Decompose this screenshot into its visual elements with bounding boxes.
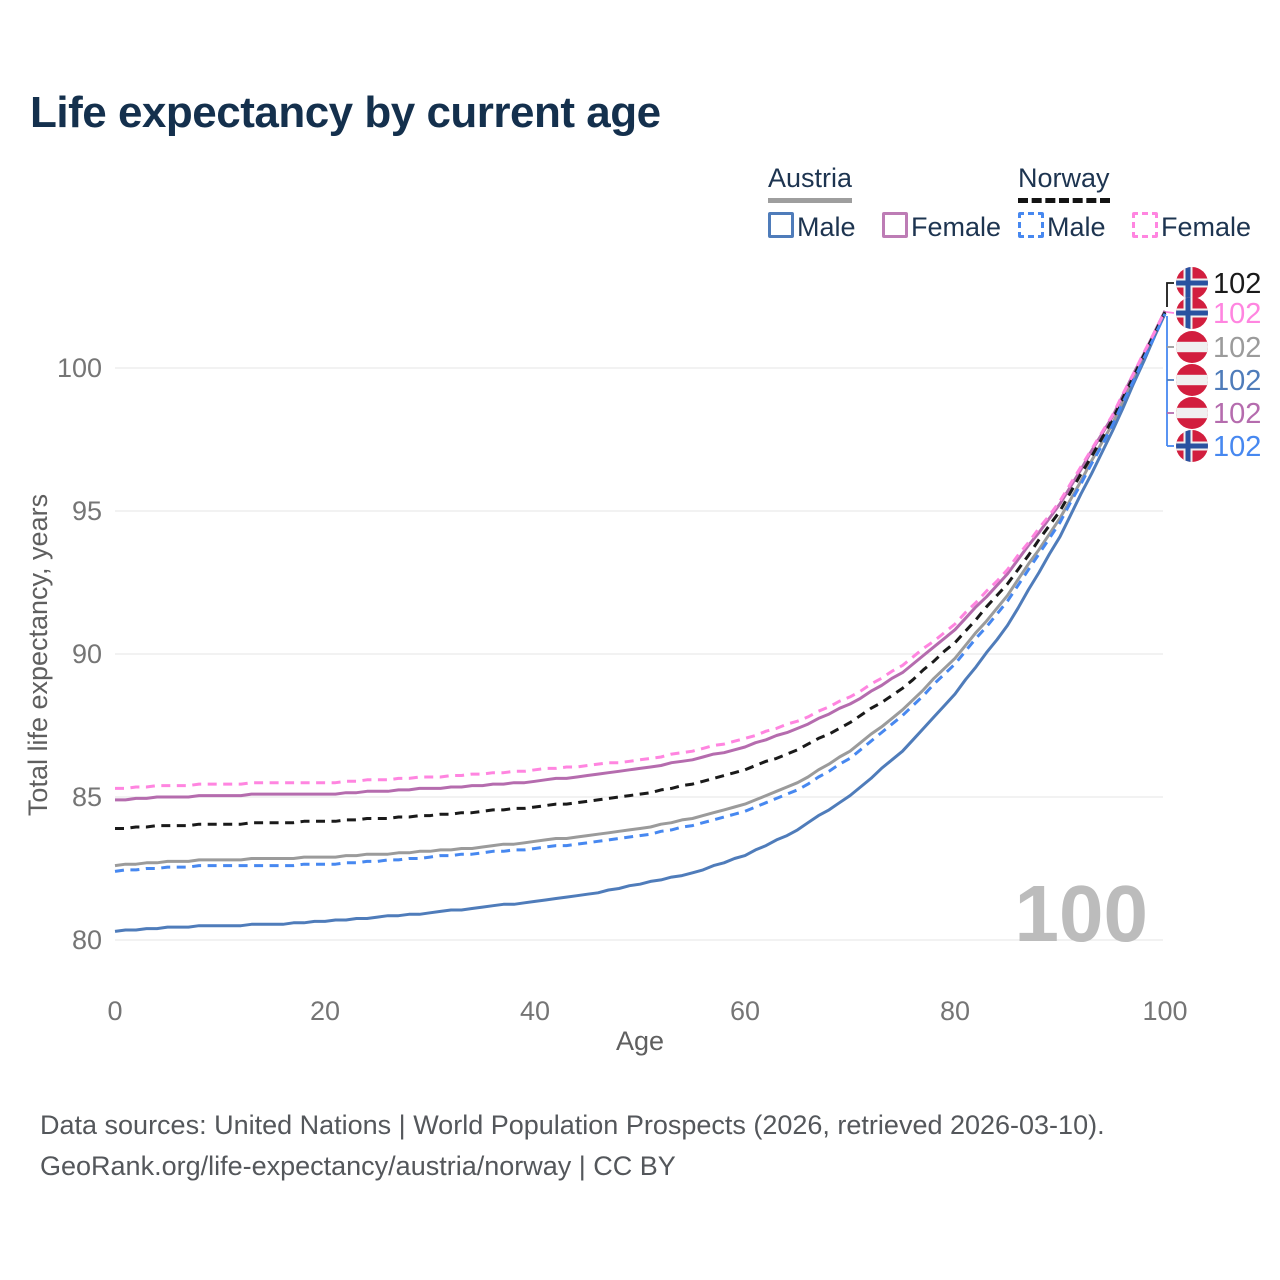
end-label-value: 102: [1213, 332, 1261, 364]
x-tick-label: 100: [1142, 996, 1187, 1026]
end-label-value: 102: [1213, 365, 1261, 397]
watermark: 100: [1015, 869, 1148, 958]
page-title: Life expectancy by current age: [30, 88, 661, 137]
legend-header-norway[interactable]: Norway: [1018, 163, 1110, 203]
y-tick-label: 95: [72, 496, 102, 526]
x-tick-label: 60: [730, 996, 760, 1026]
end-label-austria: 102: [1176, 331, 1261, 364]
footer-attribution: GeoRank.org/life-expectancy/austria/norw…: [40, 1151, 676, 1181]
series-line-norway: [115, 311, 1167, 830]
watermark-age-label: 100: [1015, 869, 1148, 958]
x-tick-label: 80: [940, 996, 970, 1026]
series-line-austria: [114, 313, 1167, 868]
norway-flag-icon: [1176, 430, 1208, 462]
legend-group-norway: Norway Male Female: [1018, 163, 1251, 243]
end-label-austria-female: 102: [1176, 397, 1261, 430]
austria-female-swatch-icon: [881, 212, 908, 238]
legend-row-norway: Male Female: [1018, 212, 1251, 243]
x-axis-title: Age: [616, 1026, 664, 1056]
norway-flag-icon: [1176, 297, 1208, 329]
x-tick-label: 0: [107, 996, 122, 1026]
end-label-austria-male: 102: [1176, 364, 1261, 397]
end-label-value: 102: [1213, 268, 1261, 300]
series-lines: [114, 310, 1167, 933]
legend-row-austria: Male Female: [768, 212, 1001, 243]
legend-item-norway-male[interactable]: Male: [1018, 212, 1106, 243]
y-tick-label: 80: [72, 925, 102, 955]
leader-norway-total: [1166, 282, 1174, 307]
y-tick-label: 85: [72, 782, 102, 812]
legend-label-norway-female: Female: [1160, 212, 1252, 242]
austria-flag-icon: [1176, 331, 1208, 363]
end-label-value: 102: [1213, 431, 1261, 463]
gridlines: [115, 367, 1163, 941]
series-line-norway-female: [115, 310, 1167, 790]
y-tick-label: 90: [72, 639, 102, 669]
leader-norway-female: [1165, 311, 1175, 314]
footer: Data sources: United Nations | World Pop…: [40, 1105, 1105, 1187]
end-label-leader-lines: [1165, 282, 1175, 447]
legend-item-norway-female[interactable]: Female: [1131, 212, 1252, 243]
series-line-norway-male: [114, 313, 1167, 873]
x-tick-label: 20: [310, 996, 340, 1026]
norway-male-swatch-icon: [1018, 212, 1044, 238]
austria-flag-icon: [1176, 364, 1208, 396]
end-label-norway-male: 102: [1176, 430, 1261, 463]
legend: Austria Male Female Norway Male Female: [0, 0, 1280, 250]
legend-label-austria-male: Male: [797, 212, 856, 242]
legend-group-austria: Austria Male Female: [768, 163, 1001, 243]
y-tick-label: 100: [57, 353, 102, 383]
end-label-norway-female: 102: [1176, 297, 1261, 330]
austria-male-swatch-icon: [768, 212, 794, 238]
x-tick-label: 40: [520, 996, 550, 1026]
footer-data-sources: Data sources: United Nations | World Pop…: [40, 1110, 1105, 1140]
legend-label-austria-female: Female: [910, 212, 1002, 242]
norway-female-swatch-icon: [1131, 212, 1158, 238]
legend-label-norway-male: Male: [1047, 212, 1106, 242]
y-axis-title: Total life expectancy, years: [23, 494, 53, 816]
end-label-value: 102: [1213, 398, 1261, 430]
legend-header-austria[interactable]: Austria: [768, 163, 853, 203]
austria-flag-icon: [1176, 397, 1208, 429]
end-label-norway: 102: [1176, 267, 1261, 300]
series-line-austria-male: [114, 313, 1167, 933]
legend-item-austria-female[interactable]: Female: [881, 212, 1002, 243]
legend-item-austria-male[interactable]: Male: [768, 212, 856, 243]
axis-labels: 80 85 90 95 100 0 20 40 60 80 100 Total life expect…: [23, 353, 1188, 1056]
end-label-value: 102: [1213, 298, 1261, 330]
series-line-austria-female: [115, 310, 1167, 802]
norway-flag-icon: [1176, 267, 1208, 299]
